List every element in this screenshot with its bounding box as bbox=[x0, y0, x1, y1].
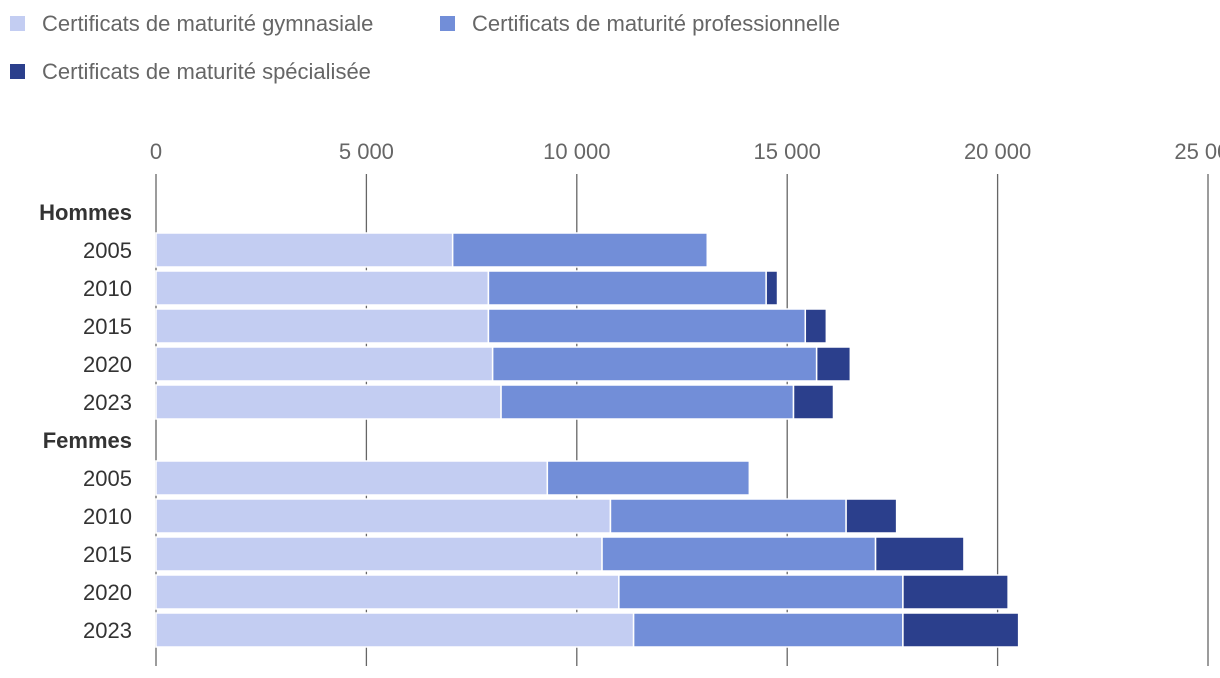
bar-segment bbox=[155, 460, 549, 496]
row-label: 2023 bbox=[83, 390, 132, 415]
bar-segment bbox=[487, 270, 767, 306]
row-label: 2010 bbox=[83, 504, 132, 529]
bar-segment bbox=[618, 574, 904, 610]
x-tick-label: 15 000 bbox=[754, 139, 821, 164]
bar-segment bbox=[902, 612, 1020, 648]
row-label: 2005 bbox=[83, 466, 132, 491]
row-label: 2020 bbox=[83, 352, 132, 377]
bar-segment bbox=[155, 270, 490, 306]
row-label: 2015 bbox=[83, 314, 132, 339]
bar-segment bbox=[609, 498, 847, 534]
bar-segment bbox=[874, 536, 965, 572]
bar-segment bbox=[792, 384, 835, 420]
bar-segment bbox=[155, 498, 612, 534]
bar-segment bbox=[155, 346, 494, 382]
row-label: 2015 bbox=[83, 542, 132, 567]
legend-label: Certificats de maturité professionnelle bbox=[472, 11, 840, 36]
bars bbox=[155, 232, 1020, 648]
x-tick-label: 25 000 bbox=[1174, 139, 1220, 164]
row-label: 2010 bbox=[83, 276, 132, 301]
bar-segment bbox=[491, 346, 818, 382]
category-labels: Hommes 2005 2010 2015 2020 2023 Femmes 2005 2010… bbox=[39, 200, 132, 643]
x-tick-label: 5 000 bbox=[339, 139, 394, 164]
legend-swatch bbox=[10, 16, 25, 31]
bar-segment bbox=[804, 308, 828, 344]
legend-swatch bbox=[440, 16, 455, 31]
legend-label: Certificats de maturité spécialisée bbox=[42, 59, 371, 84]
bar-segment bbox=[902, 574, 1009, 610]
bar-segment bbox=[451, 232, 708, 268]
bar-segment bbox=[487, 308, 807, 344]
bar-segment bbox=[155, 536, 603, 572]
bar-segment bbox=[765, 270, 779, 306]
legend-swatch bbox=[10, 64, 25, 79]
bar-segment bbox=[155, 384, 502, 420]
row-label: 2023 bbox=[83, 618, 132, 643]
bar-segment bbox=[155, 612, 635, 648]
group-label: Femmes bbox=[43, 428, 132, 453]
x-tick-label: 10 000 bbox=[543, 139, 610, 164]
bar-segment bbox=[632, 612, 904, 648]
row-label: 2005 bbox=[83, 238, 132, 263]
bar-segment bbox=[815, 346, 852, 382]
group-label: Hommes bbox=[39, 200, 132, 225]
legend-label: Certificats de maturité gymnasiale bbox=[42, 11, 373, 36]
row-label: 2020 bbox=[83, 580, 132, 605]
bar-segment bbox=[546, 460, 751, 496]
bar-segment bbox=[155, 308, 490, 344]
bar-segment bbox=[155, 574, 620, 610]
bar-segment bbox=[155, 232, 454, 268]
bar-segment bbox=[601, 536, 877, 572]
bar-segment bbox=[500, 384, 795, 420]
x-tick-label: 20 000 bbox=[964, 139, 1031, 164]
bar-segment bbox=[845, 498, 898, 534]
legend: Certificats de maturité gymnasiale Certif… bbox=[10, 11, 840, 84]
x-tick-label: 0 bbox=[150, 139, 162, 164]
axis-labels: 0 5 000 10 000 15 000 20 000 25 000 bbox=[150, 139, 1220, 164]
